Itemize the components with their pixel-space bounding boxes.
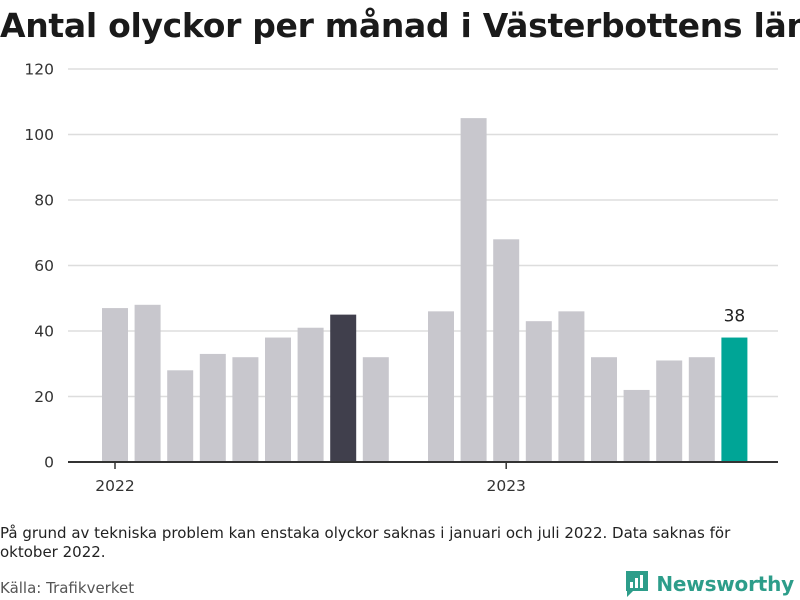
source-text: Källa: Trafikverket bbox=[0, 579, 135, 597]
bar-chart: 0 20 40 60 80 100 120 38 2022 2023 bbox=[24, 61, 778, 495]
bar-2023-08 bbox=[721, 337, 748, 462]
bar-2022-06 bbox=[265, 337, 291, 462]
bar-2022-05 bbox=[232, 357, 259, 462]
y-tick-label: 80 bbox=[34, 192, 54, 210]
chart-title: Antal olyckor per månad i Västerbottens … bbox=[0, 6, 800, 45]
bar-2022-12 bbox=[460, 118, 487, 462]
footnote: På grund av tekniska problem kan enstaka… bbox=[0, 524, 731, 561]
bar-2022-01 bbox=[102, 308, 128, 462]
bar-2022-09 bbox=[362, 357, 389, 462]
y-tick-label: 20 bbox=[34, 388, 54, 406]
gridlines bbox=[68, 68, 778, 398]
bar-2023-07 bbox=[688, 357, 715, 462]
data-label: 38 bbox=[724, 307, 746, 327]
x-axis: 2022 2023 bbox=[68, 461, 778, 495]
x-tick-label: 2023 bbox=[486, 477, 525, 495]
y-tick-label: 100 bbox=[24, 126, 54, 144]
brand-name: Newsworthy bbox=[656, 572, 794, 596]
y-tick-label: 40 bbox=[34, 323, 54, 341]
bar-2022-07 bbox=[297, 327, 324, 462]
y-tick-label: 0 bbox=[44, 454, 54, 472]
bar-2023-03 bbox=[558, 311, 585, 462]
bar-2022-08 bbox=[330, 314, 357, 462]
bar-2022-02 bbox=[134, 304, 161, 462]
brand-logo: Newsworthy bbox=[624, 569, 794, 599]
bar-2023-05 bbox=[623, 389, 650, 462]
y-tick-label: 120 bbox=[24, 61, 54, 79]
bars bbox=[102, 118, 748, 462]
x-tick-label: 2022 bbox=[95, 477, 134, 495]
bar-2023-06 bbox=[656, 360, 683, 462]
data-labels: 38 bbox=[724, 307, 746, 327]
y-axis-ticks: 0 20 40 60 80 100 120 bbox=[24, 61, 54, 472]
newsworthy-icon bbox=[626, 571, 649, 597]
bar-2022-03 bbox=[167, 370, 194, 462]
bar-2023-04 bbox=[591, 357, 617, 462]
bar-2023-02 bbox=[525, 321, 552, 462]
y-tick-label: 60 bbox=[34, 257, 54, 275]
bar-2022-04 bbox=[199, 353, 226, 462]
bar-2022-11 bbox=[428, 311, 454, 462]
bar-2023-01 bbox=[493, 239, 520, 462]
